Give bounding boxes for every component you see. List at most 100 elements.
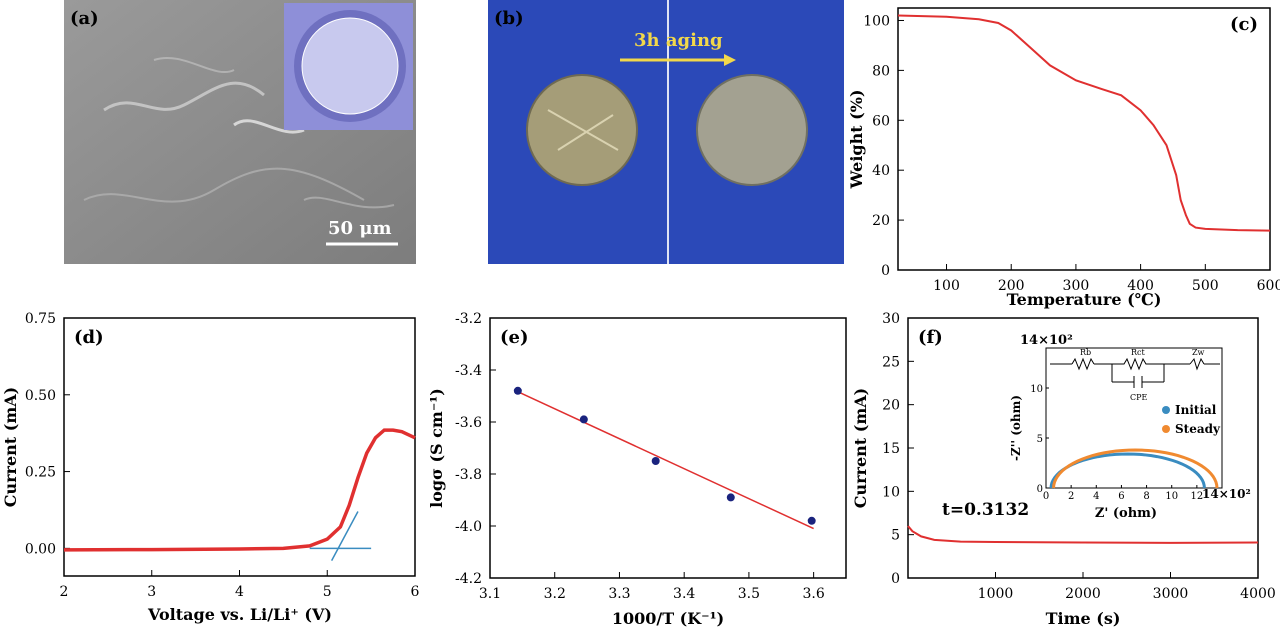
x-tick-label: 3.5: [738, 586, 760, 602]
chart-c: 100 200 300 400 500 600 0 20 40 60 80 100 (c) Tempe…: [847, 7, 1280, 309]
inset-nyquist: 0 2 4 6 8 10 12 0 5 10 14×10² 14×10² Z' (ohm) -Z'…: [1009, 333, 1251, 521]
inset-x-tick-label: 8: [1143, 491, 1149, 502]
x-tick-label: 4: [235, 584, 244, 600]
x-tick-label: 600: [1257, 278, 1280, 294]
inset-x-multiplier: 14×10²: [1202, 487, 1251, 501]
x-tick-label: 500: [1192, 278, 1219, 294]
onset-tangent: [330, 511, 359, 561]
inset-y-tick-label: 10: [1030, 384, 1043, 395]
y-tick-label: 0.50: [25, 388, 56, 404]
y-tick-label: 80: [872, 63, 890, 79]
y-tick-label: 10: [882, 484, 900, 500]
inset-x-tick-label: 12: [1190, 491, 1203, 502]
y-tick-label: -3.4: [455, 363, 482, 379]
inset-x-tick-label: 6: [1118, 491, 1124, 502]
data-point: [513, 386, 522, 395]
panel-a-label: (a): [70, 8, 99, 29]
inset-x-tick-label: 0: [1043, 491, 1049, 502]
inset-y-label: -Z'' (ohm): [1009, 395, 1023, 461]
inset-frame: [1045, 347, 1223, 489]
x-axis-label: 1000/T (K⁻¹): [612, 609, 724, 628]
plot-frame: [63, 317, 416, 577]
disc-photo: (b) 3h aging: [488, 0, 844, 264]
x-tick-label: 3.2: [544, 586, 566, 602]
circuit-zw: Zw: [1192, 348, 1205, 357]
y-axis-label: Current (mA): [851, 388, 870, 508]
x-tick-label: 400: [1127, 278, 1154, 294]
inset-y-tick-label: 0: [1037, 484, 1043, 495]
inset-x-tick-label: 2: [1068, 491, 1074, 502]
panel-c: 100 200 300 400 500 600 0 20 40 60 80 100 (c) Tempe…: [840, 0, 1280, 315]
x-axis-label: Voltage vs. Li/Li⁺ (V): [147, 605, 332, 624]
y-tick-label: -3.8: [455, 467, 482, 483]
data-curve: [63, 428, 416, 552]
y-tick-label: -4.2: [455, 571, 482, 587]
inset-x-tick-label: 10: [1165, 491, 1178, 502]
x-tick-label: 3: [147, 584, 156, 600]
y-axis-label: logσ (S cm⁻¹): [430, 388, 446, 508]
y-tick-label: 20: [882, 398, 900, 414]
legend-steady-marker: [1162, 425, 1170, 433]
sem-image: (a) 50 μm: [64, 0, 416, 264]
plot-frame: [489, 317, 847, 579]
panel-e: 3.1 3.2 3.3 3.4 3.5 3.6 -3.2 -3.4 -3.6 -3.8 -4.0 -4…: [427, 310, 850, 630]
y-tick-label: 15: [882, 441, 900, 457]
x-axis-label: Time (s): [1046, 609, 1121, 628]
y-tick-label: 5: [891, 528, 900, 544]
y-tick-label: 0.75: [25, 311, 56, 327]
inset-x-tick-label: 4: [1093, 491, 1099, 502]
plot-frame: [897, 7, 1271, 271]
y-axis-label: Weight (%): [847, 89, 866, 189]
aged-disc: [696, 74, 808, 186]
data-point: [579, 415, 588, 424]
x-tick-label: 1000: [978, 586, 1014, 602]
x-tick-label: 3.4: [673, 586, 695, 602]
circuit-r1: Rb: [1080, 348, 1091, 357]
panel-b: (b) 3h aging: [488, 0, 844, 264]
y-tick-label: 40: [872, 163, 890, 179]
x-tick-label: 3.1: [479, 586, 501, 602]
x-tick-label: 200: [998, 278, 1025, 294]
y-tick-label: -3.2: [455, 311, 482, 327]
data-curve: [907, 525, 1259, 544]
y-tick-label: 0: [881, 263, 890, 279]
x-tick-label: 6: [411, 584, 420, 600]
y-axis-label: Current (mA): [1, 387, 20, 507]
y-tick-label: 60: [872, 113, 890, 129]
equivalent-circuit: [1050, 357, 1220, 388]
data-curve: [897, 14, 1271, 232]
aging-label: 3h aging: [634, 30, 723, 51]
inset-y-multiplier: 14×10²: [1020, 333, 1073, 348]
panel-b-label: (b): [494, 8, 524, 29]
panel-f: 1000 2000 3000 4000 0 5 10 15 20 25 30 (f) t=0.313…: [850, 310, 1280, 630]
transference-number: t=0.3132: [942, 500, 1029, 520]
panel-e-label: (e): [500, 327, 529, 348]
x-tick-label: 100: [933, 278, 960, 294]
panel-c-label: (c): [1230, 14, 1258, 35]
inset-y-tick-label: 5: [1037, 434, 1043, 445]
steady-semicircle: [1052, 448, 1219, 489]
x-tick-label: 3.3: [608, 586, 630, 602]
y-tick-label: -4.0: [455, 519, 482, 535]
y-tick-label: 30: [882, 311, 900, 327]
y-tick-label: 0: [891, 571, 900, 587]
data-point: [651, 457, 660, 465]
scale-bar-label: 50 μm: [328, 218, 392, 239]
legend-initial: Initial: [1175, 403, 1217, 417]
inset-x-label: Z' (ohm): [1095, 506, 1157, 521]
x-tick-label: 2: [60, 584, 69, 600]
panel-f-label: (f): [918, 327, 943, 348]
x-tick-label: 2000: [1065, 586, 1101, 602]
chart-e: 3.1 3.2 3.3 3.4 3.5 3.6 -3.2 -3.4 -3.6 -3.8 -4.0 -4…: [427, 311, 847, 628]
x-tick-label: 4000: [1240, 586, 1276, 602]
panel-a: (a) 50 μm: [64, 0, 416, 264]
data-point: [807, 516, 816, 525]
y-tick-label: 100: [863, 13, 890, 29]
circuit-cpe: CPE: [1130, 393, 1148, 402]
x-tick-label: 3000: [1153, 586, 1189, 602]
chart-d: 2 3 4 5 6 0.00 0.25 0.50 0.75 (d) Voltage vs. Li…: [1, 311, 420, 624]
circuit-r2: Rct: [1131, 348, 1146, 357]
y-tick-label: 25: [882, 354, 900, 370]
y-tick-label: 0.25: [25, 465, 56, 481]
